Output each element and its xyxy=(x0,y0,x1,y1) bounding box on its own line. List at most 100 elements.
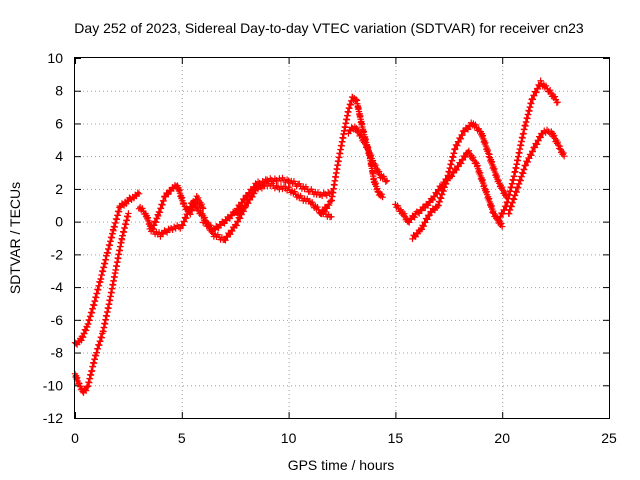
data-point xyxy=(394,202,401,209)
data-point xyxy=(533,141,541,148)
data-point xyxy=(533,89,540,96)
y-tick-label: 2 xyxy=(55,181,63,197)
data-point xyxy=(186,207,193,215)
data-point xyxy=(448,173,456,180)
series-track-7 xyxy=(317,93,386,218)
data-point xyxy=(177,225,184,232)
y-tick-label: -6 xyxy=(51,312,64,328)
y-tick-label: -10 xyxy=(43,377,63,393)
data-point xyxy=(236,215,244,222)
data-point xyxy=(273,182,280,190)
data-point xyxy=(459,132,466,139)
data-point xyxy=(556,143,564,150)
data-point xyxy=(420,222,428,230)
data-point xyxy=(401,210,408,217)
series-track-12 xyxy=(505,126,568,218)
data-point xyxy=(82,387,90,394)
data-point xyxy=(560,149,567,157)
data-point xyxy=(429,196,437,204)
data-point xyxy=(379,193,386,201)
data-point xyxy=(227,231,234,238)
data-point xyxy=(181,218,188,225)
data-point xyxy=(190,198,197,205)
data-point xyxy=(134,189,141,196)
series-track-10 xyxy=(409,119,510,243)
data-point xyxy=(383,177,391,184)
data-point xyxy=(546,87,554,94)
data-point xyxy=(502,190,509,198)
data-point xyxy=(372,161,379,169)
data-point xyxy=(361,137,368,145)
data-point xyxy=(528,152,535,159)
data-point xyxy=(262,179,270,187)
data-point xyxy=(411,214,418,221)
y-tick-label: 0 xyxy=(55,214,63,230)
data-point xyxy=(233,222,240,229)
data-point xyxy=(325,201,333,209)
data-point xyxy=(424,216,431,223)
series-track-8 xyxy=(345,123,391,185)
x-tick-label: 15 xyxy=(388,430,404,446)
y-axis-label: SDTVAR / TECUs xyxy=(7,182,23,294)
data-point xyxy=(179,222,187,229)
data-point xyxy=(358,131,365,138)
data-point xyxy=(554,138,561,146)
series-track-6 xyxy=(232,179,335,221)
data-point xyxy=(457,135,465,143)
data-point xyxy=(245,200,252,207)
data-point xyxy=(328,213,335,220)
data-point xyxy=(182,215,190,222)
y-tick-label: 6 xyxy=(55,115,63,131)
data-point xyxy=(234,218,242,225)
data-point xyxy=(352,96,360,103)
data-point xyxy=(550,132,558,139)
data-point xyxy=(382,178,389,185)
data-point xyxy=(76,380,83,387)
data-point xyxy=(450,169,457,177)
data-point xyxy=(499,210,507,218)
data-point xyxy=(524,158,532,166)
x-tick-label: 0 xyxy=(71,430,79,446)
data-points xyxy=(71,77,568,396)
data-point xyxy=(465,147,473,154)
x-axis-label: GPS time / hours xyxy=(288,457,395,473)
data-point xyxy=(83,383,91,391)
data-point xyxy=(308,198,316,206)
x-tick-label: 10 xyxy=(281,430,297,446)
x-tick-label: 25 xyxy=(601,430,617,446)
data-point xyxy=(472,158,479,166)
data-point xyxy=(135,190,143,198)
series-track-9 xyxy=(392,147,506,230)
y-tick-label: 10 xyxy=(47,50,63,66)
plot-frame xyxy=(74,57,610,419)
chart-title: Day 252 of 2023, Sidereal Day-to-day VTE… xyxy=(74,20,584,36)
x-tick-label: 5 xyxy=(178,430,186,446)
data-point xyxy=(457,160,465,167)
data-point xyxy=(180,200,188,207)
data-point xyxy=(222,237,229,244)
data-point xyxy=(537,134,544,141)
series-track-1 xyxy=(71,189,143,348)
y-tick-label: 4 xyxy=(55,148,63,164)
data-point xyxy=(454,142,461,149)
data-point xyxy=(194,204,202,211)
data-point xyxy=(529,96,537,103)
data-point xyxy=(125,210,132,217)
data-point xyxy=(198,201,205,208)
data-point xyxy=(375,168,383,175)
data-point xyxy=(496,217,503,224)
data-point xyxy=(472,121,479,128)
data-point xyxy=(469,154,477,161)
data-point xyxy=(165,191,172,198)
data-point xyxy=(238,211,245,218)
data-point xyxy=(499,183,506,191)
y-tick-label: -4 xyxy=(51,279,64,295)
data-point xyxy=(314,203,321,211)
data-point xyxy=(537,77,544,84)
data-point xyxy=(560,152,568,160)
data-point xyxy=(529,148,537,155)
data-point xyxy=(184,211,191,218)
y-tick-label: 8 xyxy=(55,83,63,99)
data-point xyxy=(495,177,502,184)
